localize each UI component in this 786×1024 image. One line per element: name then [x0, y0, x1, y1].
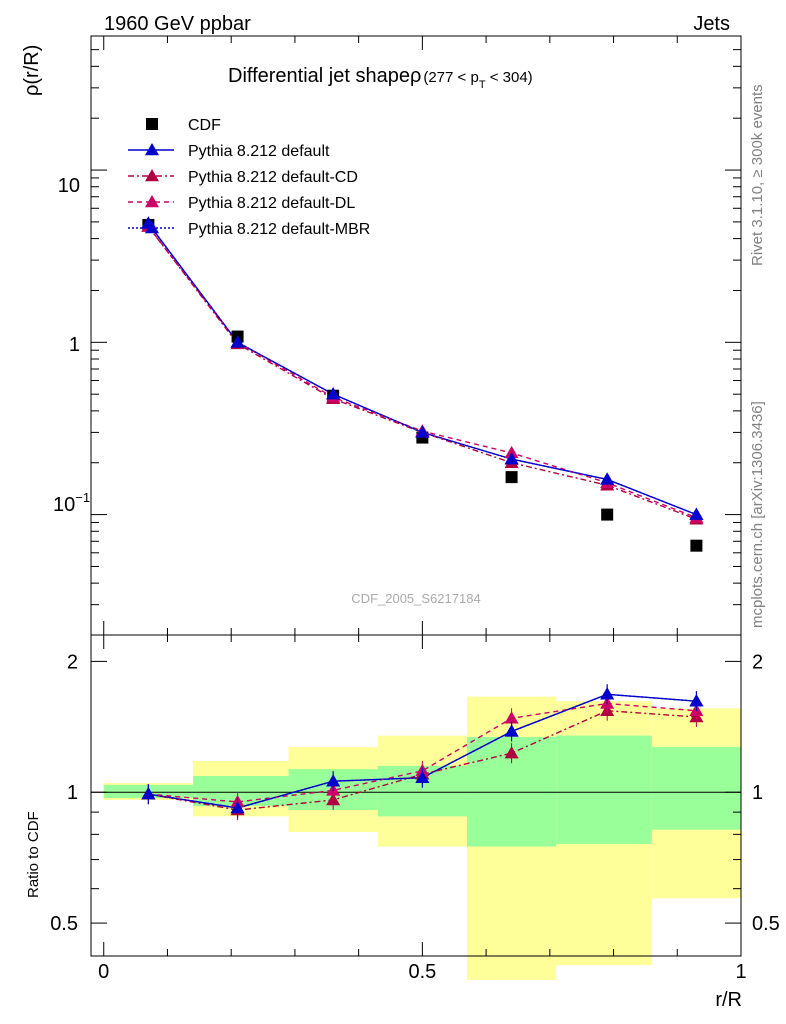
legend-label-mbr: Pythia 8.212 default-MBR	[188, 221, 370, 238]
point-mbr	[689, 507, 704, 520]
legend-label-cd: Pythia 8.212 default-CD	[188, 169, 358, 186]
ratio-point-mbr	[326, 774, 341, 787]
header-left: 1960 GeV ppbar	[104, 13, 251, 35]
ratio-point-mbr	[504, 724, 519, 737]
point-cdf	[505, 471, 518, 484]
main-axis-ticks	[91, 35, 742, 636]
y-tick-label-10: 10	[58, 175, 80, 197]
point-mbr	[600, 472, 615, 485]
ratio-tick-label-1: 1	[67, 782, 78, 804]
point-cdf	[601, 508, 614, 521]
chart-title-cut: (277 < p	[423, 69, 478, 86]
chart-title-main: Differential jet shapeρ	[228, 65, 421, 87]
legend-label-default: Pythia 8.212 default	[188, 143, 330, 160]
legend-item-default: Pythia 8.212 default	[128, 143, 330, 160]
x-axis-title: r/R	[715, 989, 742, 1011]
legend-marker-dl	[145, 195, 159, 208]
legend-marker-mbr	[145, 221, 159, 234]
point-mbr	[504, 452, 519, 465]
series-line-cd	[147, 226, 697, 520]
y-axis-title: ρ(r/R)	[21, 45, 43, 96]
ratio-tick-label-right-1: 1	[752, 782, 763, 804]
band-inner	[556, 735, 652, 845]
ratio-point-mbr	[230, 800, 245, 814]
legend-marker-cd	[145, 169, 159, 182]
point-mbr	[415, 425, 430, 438]
series-line-default	[147, 223, 697, 516]
chart-title: Differential jet shapeρ (277 < pT < 304)	[228, 65, 533, 91]
legend-marker-cdf	[146, 118, 158, 130]
ratio-axis-title: Ratio to CDF	[25, 811, 42, 898]
x-tick-label-1: 1	[735, 961, 746, 983]
ratio-point-mbr	[600, 687, 615, 700]
mcplots-label: mcplots.cern.ch [arXiv:1306.3436]	[749, 401, 766, 628]
main-series-group	[141, 216, 704, 552]
point-mbr	[230, 335, 245, 348]
ratio-point-mbr	[415, 770, 430, 783]
ratio-axis-ticks	[91, 635, 742, 956]
ratio-series-group	[141, 684, 704, 821]
point-cdf	[690, 539, 703, 552]
point-dl	[504, 445, 519, 459]
ratio-point-cd	[504, 746, 519, 759]
chart-title-cut-end: < 304)	[486, 69, 533, 86]
x-tick-label-0p5: 0.5	[408, 961, 436, 983]
legend-item-cd: Pythia 8.212 default-CD	[128, 169, 358, 186]
ratio-tick-label-right-2: 2	[752, 651, 763, 673]
ratio-tick-label-right-0p5: 0.5	[752, 913, 780, 935]
ratio-tick-label-0p5: 0.5	[50, 913, 78, 935]
legend-item-cdf: CDF	[146, 117, 221, 134]
header-right: Jets	[693, 13, 730, 35]
point-mbr	[326, 387, 341, 400]
ratio-uncertainty-bands	[103, 696, 741, 980]
ratio-point-mbr	[689, 694, 704, 707]
series-line-dl	[147, 226, 697, 519]
x-tick-label-0: 0	[98, 961, 109, 983]
analysis-watermark: CDF_2005_S6217184	[351, 591, 480, 606]
y-tick-label-0p1: 10−1	[53, 490, 90, 516]
band-inner	[651, 747, 741, 830]
legend-item-mbr: Pythia 8.212 default-MBR	[128, 221, 370, 238]
legend-marker-default	[145, 143, 159, 156]
rivet-label: Rivet 3.1.10, ≥ 300k events	[749, 84, 766, 266]
legend-label-cdf: CDF	[188, 117, 221, 134]
y-tick-label-1: 1	[69, 334, 80, 356]
series-line-mbr	[147, 223, 697, 516]
ratio-tick-label-2: 2	[67, 651, 78, 673]
ratio-point-dl	[504, 711, 519, 724]
chart-title-cut-sub: T	[479, 79, 486, 91]
legend: CDF Pythia 8.212 default Pythia 8.212 defa…	[128, 117, 370, 238]
ratio-point-mbr	[141, 787, 156, 800]
ratio-panel-frame	[90, 634, 742, 957]
legend-label-dl: Pythia 8.212 default-DL	[188, 195, 355, 212]
legend-item-dl: Pythia 8.212 default-DL	[128, 195, 355, 212]
